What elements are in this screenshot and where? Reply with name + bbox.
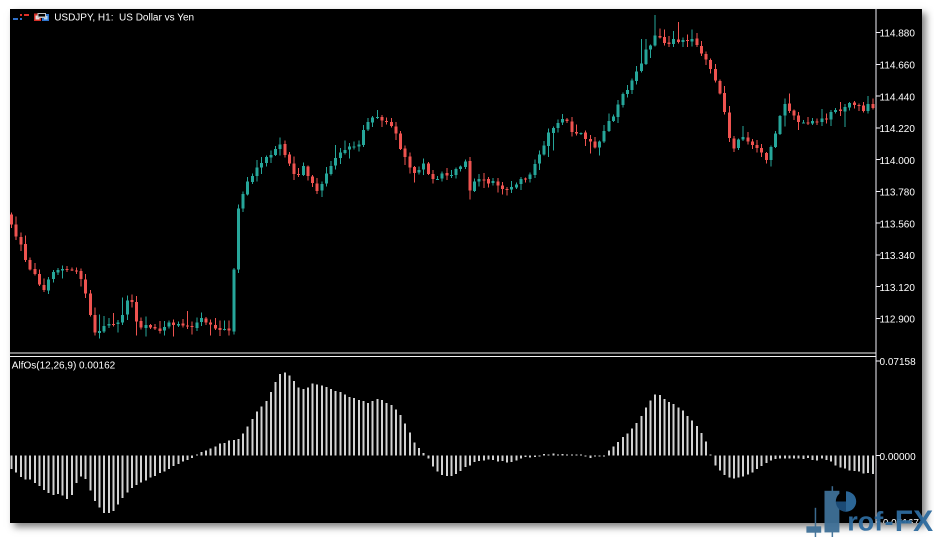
svg-text:113.340: 113.340 <box>880 251 916 262</box>
svg-text:0.00000: 0.00000 <box>880 452 917 463</box>
svg-text:114.440: 114.440 <box>880 92 916 103</box>
svg-text:114.660: 114.660 <box>880 61 916 72</box>
svg-text:113.780: 113.780 <box>880 188 916 199</box>
svg-text:114.000: 114.000 <box>880 156 916 167</box>
svg-text:-0.05167: -0.05167 <box>880 518 920 523</box>
svg-text:USDJPY, H1: US Dollar vs Yen: USDJPY, H1: US Dollar vs Yen <box>54 13 194 24</box>
svg-text:-: - <box>885 507 894 537</box>
svg-text:114.880: 114.880 <box>880 29 916 40</box>
svg-text:AlfOs(12,26,9) 0.00162: AlfOs(12,26,9) 0.00162 <box>12 361 116 372</box>
svg-text:112.900: 112.900 <box>880 315 916 326</box>
svg-text:rof: rof <box>847 507 884 537</box>
svg-text:114.220: 114.220 <box>880 124 916 135</box>
svg-text:113.560: 113.560 <box>880 219 916 230</box>
svg-text:0.07158: 0.07158 <box>880 357 917 368</box>
svg-text:FX: FX <box>895 505 933 537</box>
svg-text:113.120: 113.120 <box>880 283 916 294</box>
